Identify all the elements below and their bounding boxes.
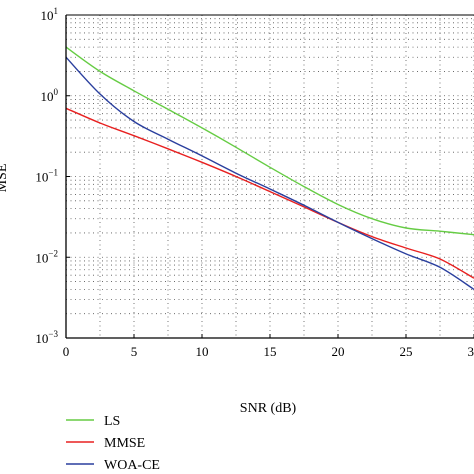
legend-label-mmse: MMSE [104, 436, 145, 451]
y-tick-label: 10−1 [35, 168, 58, 185]
grid [65, 15, 474, 339]
x-tick-label: 15 [264, 344, 277, 359]
axis-ticks: 0 5 10 15 20 25 30 101 100 10−1 10−2 10−3 [35, 6, 474, 359]
x-tick-label: 30 [468, 344, 474, 359]
x-tick-label: 0 [63, 344, 70, 359]
y-tick-label: 100 [41, 87, 59, 104]
x-axis-title: SNR (dB) [240, 401, 297, 416]
series-line-ls [65, 46, 474, 236]
y-tick-label: 10−3 [35, 329, 58, 346]
series-line-woa-ce [65, 56, 474, 290]
x-tick-label: 25 [400, 344, 413, 359]
legend-label-ls: LS [104, 414, 120, 429]
y-tick-label: 101 [41, 6, 59, 23]
x-tick-label: 10 [196, 344, 209, 359]
y-axis-title: MSE [0, 164, 10, 193]
series-line-mmse [65, 107, 474, 279]
series-lines [65, 46, 474, 290]
legend-label-woa-ce: WOA-CE [104, 458, 160, 473]
y-tick-label: 10−2 [35, 248, 58, 265]
x-tick-label: 20 [332, 344, 345, 359]
x-tick-label: 5 [131, 344, 138, 359]
legend: LS MMSE WOA-CE [66, 414, 160, 473]
